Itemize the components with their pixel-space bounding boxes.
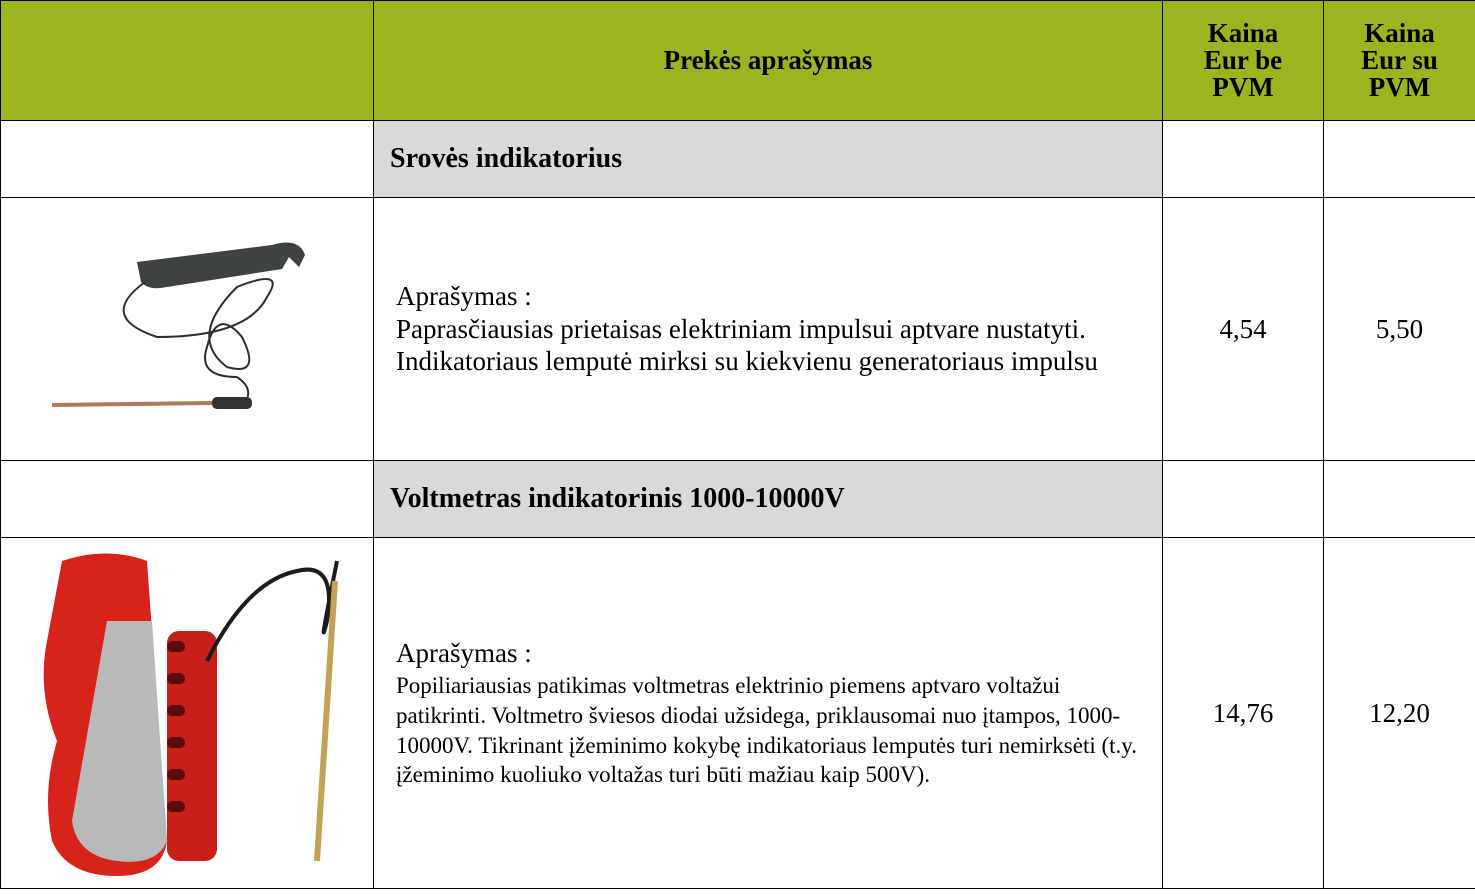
product-row: Aprašymas : Paprasčiausias prietaisas el… bbox=[0, 197, 1475, 461]
product-row: Aprašymas : Popiliariausias patikimas vo… bbox=[0, 537, 1475, 889]
description-text: Paprasčiausias prietaisas elektriniam im… bbox=[396, 313, 1098, 377]
description-label: Aprašymas : bbox=[396, 280, 532, 311]
product-image bbox=[43, 553, 339, 876]
description-label: Aprašymas : bbox=[396, 637, 532, 668]
image-cell bbox=[0, 197, 374, 461]
description-text: Popiliariausias patikimas voltmetras ele… bbox=[396, 672, 1138, 788]
price-cell: 5,50 bbox=[1323, 197, 1475, 461]
image-cell bbox=[0, 537, 374, 889]
price-cell: 4,54 bbox=[1162, 197, 1324, 461]
section-row: Voltmetras indikatorinis 1000-10000V bbox=[0, 460, 1475, 538]
product-title: Voltmetras indikatorinis 1000-10000V bbox=[373, 460, 1163, 538]
description-cell: Aprašymas : Popiliariausias patikimas vo… bbox=[373, 537, 1163, 889]
header-cell bbox=[0, 0, 374, 121]
header-cell: Kaina Eur be PVM bbox=[1162, 0, 1324, 121]
cell bbox=[1162, 120, 1324, 198]
header-cell: Kaina Eur su PVM bbox=[1323, 0, 1475, 121]
description-cell: Aprašymas : Paprasčiausias prietaisas el… bbox=[373, 197, 1163, 461]
cell bbox=[0, 120, 374, 198]
section-row: Srovės indikatorius bbox=[0, 120, 1475, 198]
price-cell: 14,76 bbox=[1162, 537, 1324, 889]
price-cell: 12,20 bbox=[1323, 537, 1475, 889]
cell bbox=[1323, 120, 1475, 198]
product-image bbox=[51, 242, 305, 409]
product-title: Srovės indikatorius bbox=[373, 120, 1163, 198]
cell bbox=[1323, 460, 1475, 538]
cell bbox=[1162, 460, 1324, 538]
header-row: Prekės aprašymas Kaina Eur be PVM Kaina … bbox=[0, 0, 1475, 121]
header-cell: Prekės aprašymas bbox=[373, 0, 1163, 121]
cell bbox=[0, 460, 374, 538]
